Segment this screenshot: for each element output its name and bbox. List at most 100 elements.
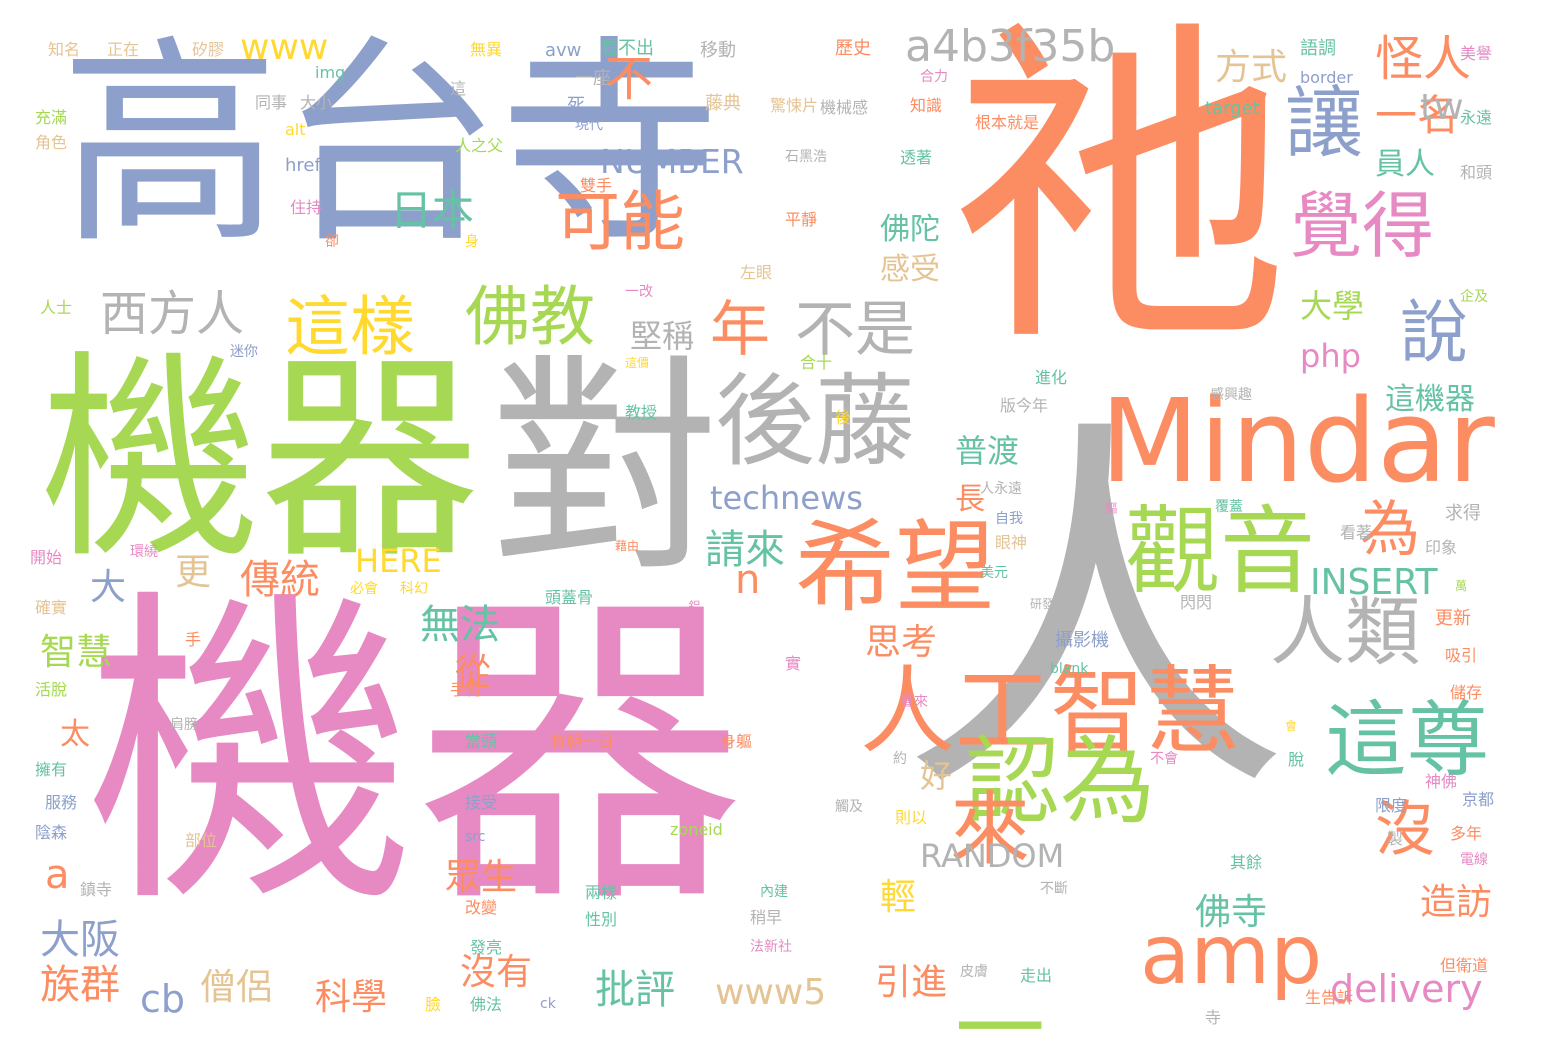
cloud-word: 人永遠 (980, 481, 1022, 497)
cloud-word: 思考 (865, 622, 938, 663)
cloud-word: 批評 (595, 967, 675, 1013)
cloud-word: 沒 (1375, 795, 1435, 865)
cloud-word: a4b3f35b (905, 21, 1116, 72)
cloud-word: 佛教 (465, 280, 596, 355)
cloud-word: 希望 (795, 509, 995, 626)
cloud-word: 研發 (1030, 597, 1055, 611)
cloud-word: 但衛道 (1440, 956, 1489, 975)
cloud-word: 語調 (1300, 38, 1336, 59)
cloud-word: 一 (955, 977, 1045, 1052)
cloud-word: 族群 (40, 962, 120, 1008)
cloud-word: 驅 (1104, 502, 1118, 514)
cloud-word: 稍早 (750, 908, 783, 927)
cloud-word: 高台寺 (60, 17, 721, 273)
cloud-word: 教授 (625, 403, 658, 422)
cloud-word: 智慧 (40, 632, 113, 673)
cloud-word: 藉由 (615, 539, 640, 553)
cloud-word: 活脫 (35, 680, 68, 699)
cloud-word: 覆蓋 (1215, 499, 1243, 515)
cloud-word: 不是 (795, 295, 915, 365)
cloud-word: 盼 (600, 654, 618, 675)
cloud-word: 進化 (1035, 368, 1068, 387)
cloud-word: 電線 (1460, 852, 1488, 868)
cloud-word: 透著 (900, 148, 933, 167)
cloud-word: delivery (1330, 967, 1483, 1011)
cloud-word: 這尊 (1325, 693, 1490, 788)
cloud-word: 感興趣 (1210, 387, 1252, 403)
cloud-word: 看來 (900, 694, 928, 710)
cloud-word: 大小 (300, 93, 333, 112)
cloud-word: 自我 (995, 511, 1023, 527)
cloud-word: 更 (175, 552, 212, 593)
cloud-word: 身軀 (720, 732, 753, 751)
cloud-word: 僧侶 (200, 967, 273, 1008)
cloud-word: 充滿 (35, 108, 68, 127)
cloud-word: tw (1420, 87, 1464, 128)
cloud-word: 環繞 (130, 544, 158, 560)
cloud-word: 請來 (705, 527, 785, 573)
cloud-word: 一名 (1375, 91, 1460, 140)
cloud-word: 美元 (980, 565, 1008, 581)
cloud-word: 造訪 (1420, 882, 1493, 923)
cloud-word: 有朝一日 (550, 732, 615, 751)
cloud-word: 年 (710, 295, 770, 365)
cloud-word: 這價 (625, 356, 650, 370)
cloud-word: 合力 (920, 69, 948, 85)
cloud-word: 佛寺 (1195, 892, 1268, 933)
cloud-word: 手臂 (450, 680, 483, 699)
cloud-word: 現代 (575, 117, 603, 133)
cloud-word: n (735, 557, 761, 603)
cloud-word: 認為 (965, 727, 1156, 837)
cloud-word: 神佛 (1425, 772, 1458, 791)
cloud-word: 皮膚 (960, 964, 988, 980)
cloud-word: www5 (715, 972, 827, 1013)
cloud-word: 不會 (1150, 751, 1178, 767)
cloud-word: src (465, 829, 486, 845)
cloud-word: 肩膀 (170, 717, 198, 733)
cloud-word: 服務 (45, 793, 78, 812)
cloud-word: 員人 (1375, 147, 1435, 182)
cloud-word: 儲存 (1450, 683, 1483, 702)
cloud-word: Mindar (1100, 375, 1495, 509)
cloud-word: 科幻 (400, 581, 428, 597)
cloud-word: 為 (1360, 495, 1420, 565)
cloud-word: php (1300, 337, 1361, 375)
cloud-word: 左眼 (740, 263, 773, 282)
cloud-word: 寺 (1205, 1008, 1222, 1027)
cloud-word: 擁有 (35, 760, 68, 779)
cloud-word: 鎮寺 (80, 880, 113, 899)
cloud-word: 更新 (1435, 608, 1471, 629)
cloud-word: 當頭 (465, 732, 498, 751)
cloud-word: alt (285, 120, 306, 139)
cloud-word: 無異 (470, 40, 503, 59)
cloud-word: 可能 (555, 185, 686, 260)
cloud-word: 堅稱 (630, 317, 695, 355)
cloud-word: 來 (950, 783, 1030, 876)
cloud-word: 平靜 (785, 210, 818, 229)
cloud-word: amp (1140, 908, 1323, 1003)
cloud-word: 閃閃 (1180, 593, 1213, 612)
cloud-word: 輕 (880, 877, 917, 918)
cloud-word: 大 (90, 567, 127, 608)
cloud-word: 對 (490, 336, 721, 603)
cloud-word: 機器 (85, 563, 745, 947)
cloud-word: 性別 (585, 910, 618, 929)
cloud-word: 限度 (1375, 796, 1408, 815)
cloud-word: 西方人 (100, 286, 245, 342)
cloud-word: 企及 (1460, 289, 1488, 305)
cloud-word: 無法 (420, 602, 500, 648)
cloud-word: ck (540, 996, 556, 1012)
cloud-word: 確實 (35, 598, 68, 617)
cloud-word: 讓 (1285, 79, 1364, 169)
cloud-word: 製 (1384, 830, 1403, 846)
cloud-word: 人 (900, 388, 1290, 842)
cloud-word: 實 (785, 654, 802, 673)
cloud-word: 頭蓋骨 (545, 588, 594, 607)
cloud-word: target (1205, 98, 1260, 119)
cloud-word: www (240, 27, 329, 68)
cloud-word: 版今年 (1000, 396, 1049, 415)
cloud-word: 約 (893, 751, 907, 767)
cloud-word: 其餘 (1230, 853, 1263, 872)
cloud-word: 內建 (760, 884, 788, 900)
cloud-word: 長 (955, 482, 985, 517)
